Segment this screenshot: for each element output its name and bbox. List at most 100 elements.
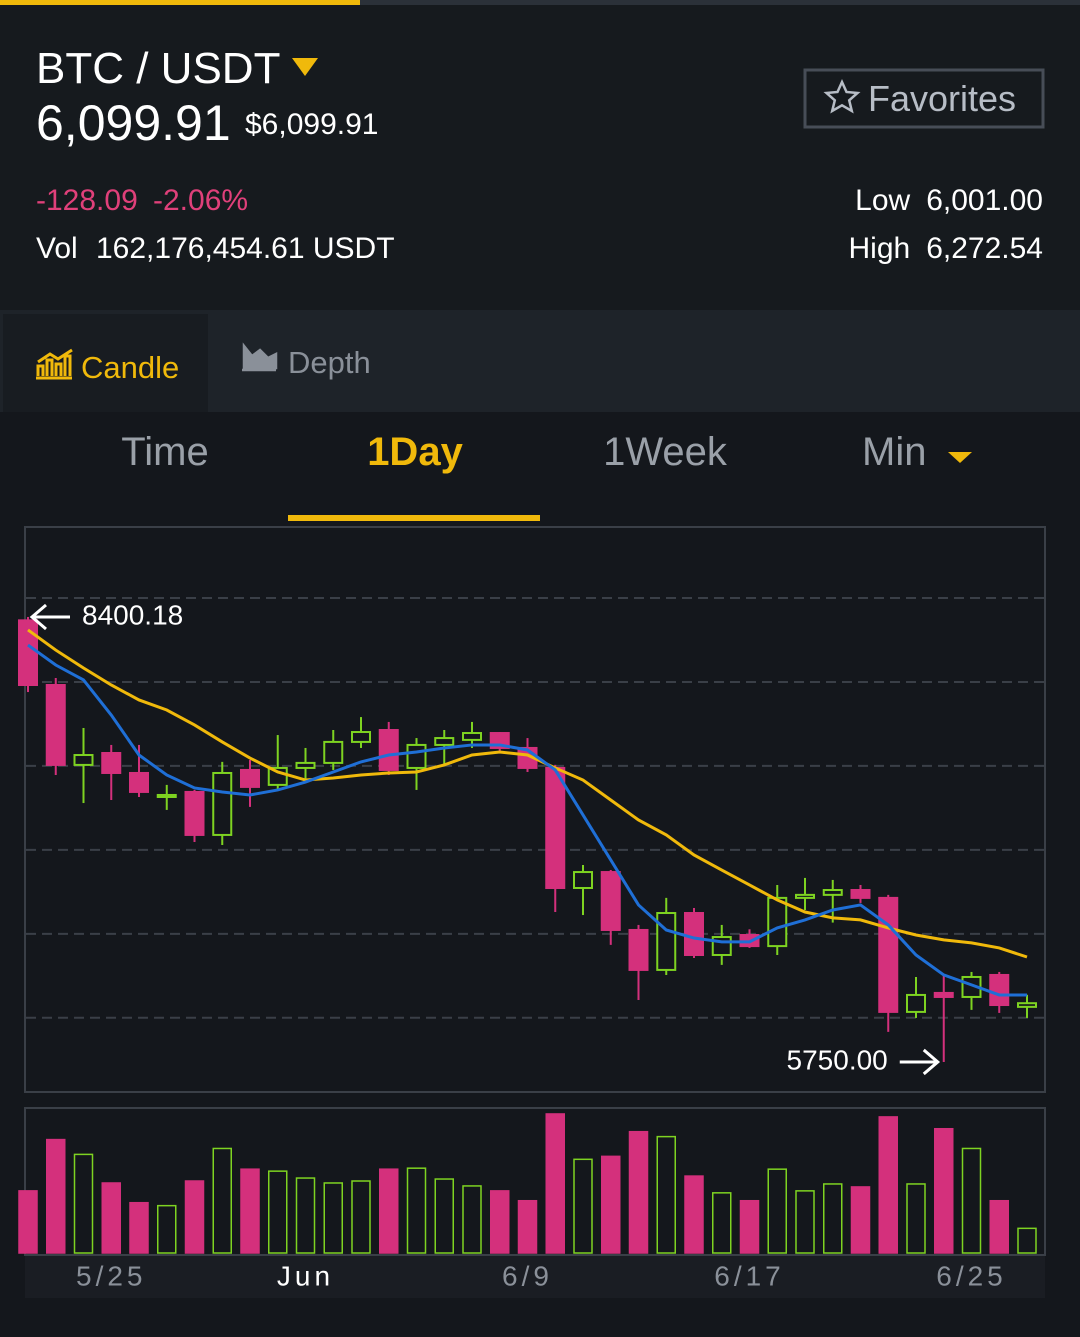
candle-body [184,790,205,836]
candle-body [600,871,621,931]
volume-label: Vol [36,232,78,265]
annotation-label: 5750.00 [787,1044,888,1075]
volume-bar [934,1127,954,1254]
volume-bar [989,1199,1009,1254]
volume-bar [406,1167,427,1254]
volume-bar [1017,1227,1037,1254]
candle-body [822,889,843,896]
high-label: High [848,232,911,265]
volume-panel [24,1107,1046,1256]
tab[interactable]: Candle [81,350,180,385]
volume-bar [656,1135,676,1254]
annotation-label: 8400.18 [82,599,183,630]
candle-body [101,752,122,774]
volume-bar [157,1204,177,1254]
progress-track [360,0,1080,5]
x-tick-label: 6/25 [936,1260,1007,1291]
candle-body [878,896,899,1013]
pair[interactable]: BTC / USDT [36,44,281,93]
x-tick-label: 6/17 [714,1260,785,1291]
candle-body [212,771,233,836]
volume-bar [490,1190,510,1254]
volume-bar [517,1199,538,1254]
candle-body [767,896,788,948]
x-tick-label: Jun [277,1260,334,1291]
favorites-label[interactable]: Favorites [868,78,1017,119]
usd-price: $6,099.91 [245,108,379,141]
pair-dropdown[interactable] [292,58,318,76]
x-tick-label: 6/9 [502,1260,553,1291]
candle-body [684,912,704,956]
last-price: 6,099.91 [36,95,231,151]
candle-body [573,871,593,889]
volume-bar [73,1153,94,1254]
volume-bar [878,1116,898,1254]
candle-body [351,731,371,743]
volume-bar [101,1182,121,1254]
low-value: 6,001.00 [926,184,1043,217]
volume-bar [684,1175,704,1254]
candle-body [1017,1002,1037,1008]
candle-body [462,732,482,741]
change: -128.09 [36,184,138,217]
volume-bar [295,1177,316,1254]
annotation-arrow [899,1048,941,1076]
annotation-arrow [29,603,70,631]
volume-bar [823,1183,843,1254]
volume-bar [379,1168,399,1254]
candle-body [656,912,677,971]
candle-body [906,993,926,1013]
date-axis [25,1256,1045,1298]
low-row: Low 6,001.00 [855,184,1043,218]
candle-body [295,761,316,769]
candle-body [545,766,566,889]
volume-bar [462,1185,482,1254]
candle-body [434,737,455,746]
candle-body [795,893,815,899]
candle-body [45,683,66,766]
volume-bar [434,1178,454,1254]
candle-body [378,728,399,771]
volume-bar [601,1155,621,1254]
volume-bar [184,1180,205,1254]
low-label: Low [855,184,911,217]
candle-body [73,754,94,766]
tab[interactable]: Depth [288,345,371,380]
interval[interactable]: Time [121,430,209,474]
interval[interactable]: 1Day [367,430,463,474]
interval-underline [288,515,540,521]
volume-bar [129,1201,149,1254]
progress-bar [0,0,360,5]
interval[interactable]: Min [862,430,927,474]
volume-bar [573,1158,593,1254]
change-percent: -2.06% [153,184,249,217]
candle-body [406,743,427,769]
volume-bar [351,1180,371,1254]
price-panel [24,526,1046,1093]
volume-value: 162,176,454.61 USDT [96,232,395,265]
volume-bar [46,1138,66,1254]
min-dropdown[interactable] [948,452,972,463]
candle-body [850,889,871,899]
candle-body [129,771,149,793]
high-value: 6,272.54 [926,232,1043,265]
x-tick-label: 5/25 [76,1260,147,1291]
candle-body [240,768,260,788]
candle-body [989,973,1010,1007]
favorites-button[interactable] [803,68,1045,129]
volume-bar [712,1192,732,1254]
volume-bar [18,1190,38,1254]
chart-section [0,412,1080,1337]
interval[interactable]: 1Week [603,430,727,474]
volume-bar [628,1130,649,1254]
volume-bar [212,1147,232,1254]
volume-bar [767,1168,787,1254]
high-row: High 6,272.54 [849,232,1043,266]
volume-bar [323,1182,343,1254]
moving-average [27,643,1027,997]
active-tab [3,314,208,412]
candle-body [628,928,649,971]
candle-body [933,991,954,998]
star-icon [823,78,861,114]
